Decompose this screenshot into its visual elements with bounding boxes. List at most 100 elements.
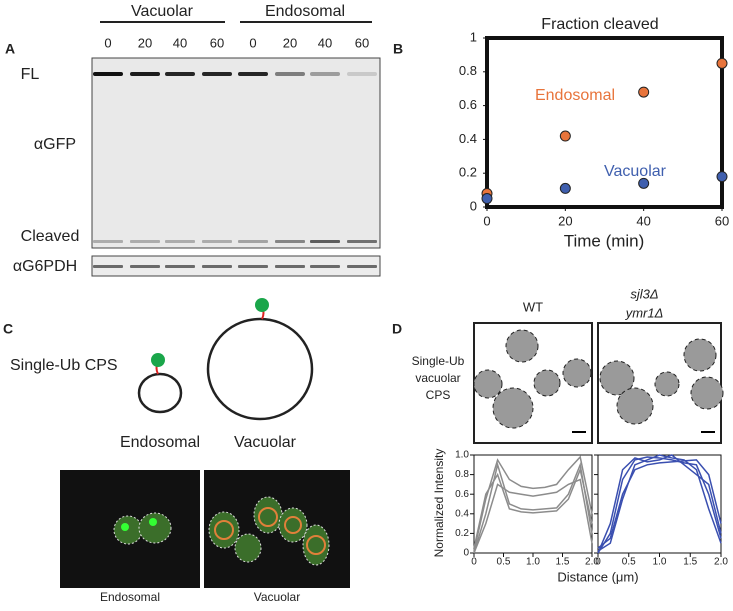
x-tick-label: 60 [715,213,729,228]
point [559,130,571,142]
y-tick-label: 0.4 [455,508,469,519]
band [275,240,305,243]
y-axis-label: Normalized Intensity [432,449,446,558]
profile-line [473,478,593,554]
panel-label: C [3,321,13,337]
lane-label: 40 [318,35,332,50]
y-tick-label: 0 [463,548,469,559]
profile-line [473,455,593,552]
plot-frame [485,36,724,209]
x-tick-label: 2.0 [714,557,728,568]
x-axis-label: Distance (μm) [557,569,638,584]
band [275,72,305,76]
band [310,240,340,243]
band [130,265,160,268]
y-tick-label: 0.2 [459,165,477,180]
x-tick-label: 2.0 [585,557,599,568]
x-tick-label: 1.5 [683,557,697,568]
panel-label: B [393,41,403,57]
vacuole [206,317,314,421]
x-tick-label: 0.5 [497,557,511,568]
endosome-dot [149,518,157,526]
row-label: vacuolar [415,371,460,385]
band [347,72,377,76]
profile-line [597,456,722,554]
x-tick-label: 0 [483,213,490,228]
lane-label: 40 [173,35,187,50]
band [165,265,195,268]
endosome-dot [121,523,129,531]
band [130,240,160,243]
group-label: Vacuolar [131,3,194,20]
y-tick-label: 0.8 [455,469,469,480]
profile-line [597,459,722,549]
row-label: αGFP [34,136,76,153]
endosome [137,372,183,414]
image-label: Vacuolar [254,590,300,604]
band [93,72,123,76]
series-label: Vacuolar [604,163,667,180]
group-label: Endosomal [265,3,345,20]
x-tick-label: 1.5 [556,557,570,568]
panel-label: D [392,321,402,337]
ubiquitin [255,298,269,312]
y-tick-label: 0.4 [459,131,477,146]
x-tick-label: 40 [636,213,650,228]
point [638,177,650,189]
loading-blot [91,255,381,277]
y-tick-label: 0 [470,198,477,213]
point [481,193,493,205]
y-tick-label: 0.8 [459,63,477,78]
vacuole-rims [214,507,326,555]
point [716,171,728,183]
band [275,265,305,268]
lane-label: 0 [249,35,256,50]
chart-title: ymr1Δ [625,305,664,320]
row-label: Cleaved [21,228,80,245]
lane-label: 0 [104,35,111,50]
y-tick-label: 1.0 [455,450,469,461]
chart-title: Fraction cleaved [541,16,658,33]
band [238,72,268,76]
x-tick-label: 1.0 [653,557,667,568]
band [202,72,232,76]
y-tick-label: 0.2 [455,528,469,539]
band [93,240,123,243]
x-tick-label: 20 [558,213,572,228]
panel-label: A [5,41,15,57]
chart-title: WT [523,299,543,314]
lane-label: 20 [138,35,152,50]
band [165,240,195,243]
row-label: FL [21,66,40,83]
x-tick-label: 0.5 [622,557,636,568]
band [202,265,232,268]
construct-label: Single-Ub CPS [10,357,118,374]
chart-title: sjl3Δ [630,286,658,301]
band [238,240,268,243]
series-label: Endosomal [535,87,615,104]
lane-label: 60 [210,35,224,50]
cells [473,329,724,429]
band [347,240,377,243]
row-label: CPS [426,388,451,402]
band [310,72,340,76]
row-label: Single-Ub [412,354,465,368]
band [347,265,377,268]
band [165,72,195,76]
lane-label: 60 [355,35,369,50]
band [238,265,268,268]
point [638,86,650,98]
band [93,265,123,268]
row-label: αG6PDH [13,258,77,275]
profile-line [473,467,593,549]
x-tick-label: 0 [471,557,477,568]
profile-line [597,454,722,554]
y-tick-label: 0.6 [459,97,477,112]
x-tick-label: 1.0 [526,557,540,568]
point [559,182,571,194]
image-label: Endosomal [100,590,160,604]
y-tick-label: 0.6 [455,489,469,500]
cartoon-label: Endosomal [120,434,200,451]
x-tick-label: 0 [595,557,601,568]
cartoon-label: Vacuolar [234,434,297,451]
